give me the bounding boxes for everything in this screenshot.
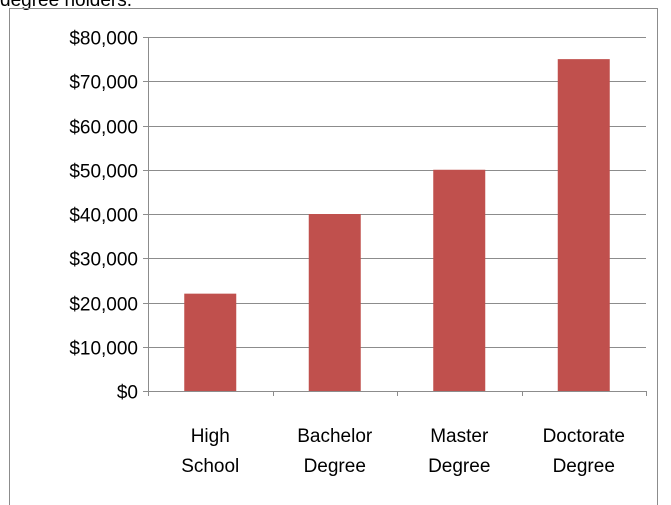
x-tick-label: High School <box>181 426 239 477</box>
chart-frame <box>9 8 658 505</box>
axes <box>143 37 647 396</box>
y-tick-label: $50,000 <box>69 162 138 183</box>
y-tick-label: $40,000 <box>69 206 138 227</box>
y-tick-label: $60,000 <box>69 118 138 139</box>
y-tick-label: $0 <box>117 383 138 404</box>
bar <box>184 293 237 391</box>
y-tick-label: $10,000 <box>69 339 138 360</box>
y-tick-label: $30,000 <box>69 250 138 271</box>
bar <box>557 59 610 391</box>
y-tick-labels: $0 $10,000 $20,000 $30,000 $40,000 $50,000 $60… <box>69 29 138 404</box>
x-tick-label: Bachelor Degree <box>297 426 373 477</box>
x-tick-label: Doctorate Degree <box>543 426 625 477</box>
y-tick-label: $70,000 <box>69 73 138 94</box>
bar <box>308 214 361 391</box>
caption-fragment: degree holders. <box>0 0 133 11</box>
bar <box>433 169 486 391</box>
bars <box>184 59 610 391</box>
x-tick-label: Master Degree <box>428 426 490 477</box>
y-tick-label: $80,000 <box>69 29 138 50</box>
y-tick-label: $20,000 <box>69 295 138 316</box>
x-tick-labels: High School Bachelor Degree Master Degree Doct… <box>181 426 625 477</box>
